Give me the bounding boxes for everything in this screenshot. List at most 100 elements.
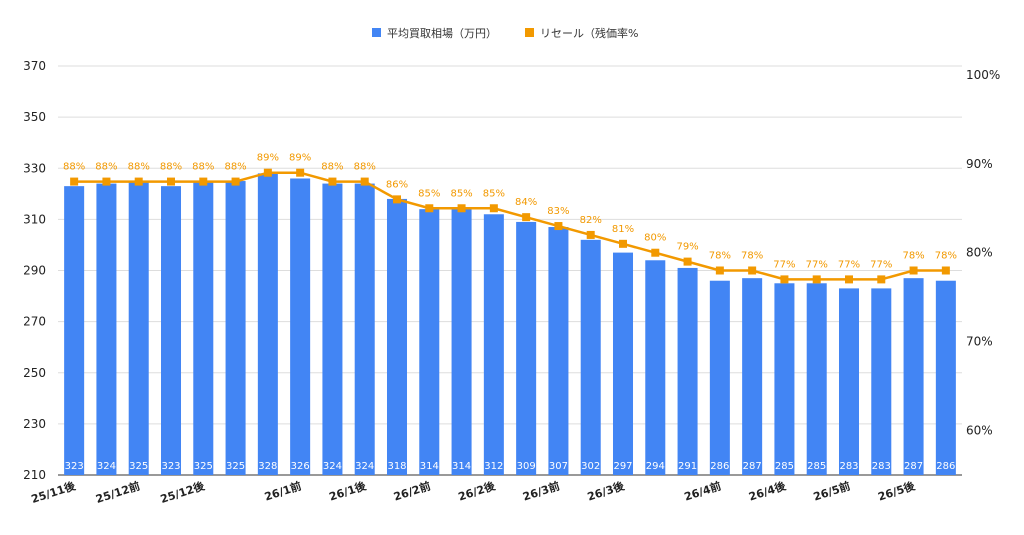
line-point <box>522 213 531 222</box>
line-point <box>231 177 240 186</box>
y-right-tick-label: 70% <box>966 335 993 349</box>
bar-value-label: 326 <box>291 461 310 472</box>
point-value-label: 78% <box>709 251 731 262</box>
bar-value-label: 302 <box>581 461 600 472</box>
bar <box>516 221 537 475</box>
bar-value-label: 283 <box>839 461 858 472</box>
line-point <box>70 177 79 186</box>
y-left-tick-label: 230 <box>23 417 46 431</box>
bar-value-label: 323 <box>161 461 180 472</box>
point-value-label: 79% <box>676 242 698 253</box>
bar <box>548 227 569 475</box>
bar <box>290 178 311 475</box>
line-point <box>941 266 950 275</box>
y-left-tick-label: 270 <box>23 315 46 329</box>
bar-value-label: 324 <box>323 461 342 472</box>
point-value-label: 88% <box>354 162 376 173</box>
bar-value-label: 324 <box>97 461 116 472</box>
bar <box>903 278 924 475</box>
y-left-tick-label: 350 <box>23 110 46 124</box>
point-value-label: 88% <box>128 162 150 173</box>
bar <box>935 280 956 475</box>
bar <box>871 288 892 475</box>
bar <box>774 283 795 475</box>
y-right-tick-label: 100% <box>966 68 1000 82</box>
bar <box>128 181 149 475</box>
bar-value-label: 325 <box>226 461 245 472</box>
x-tick-label: 25/12後 <box>158 478 207 506</box>
bar-value-label: 324 <box>355 461 374 472</box>
y-left-tick-label: 330 <box>23 161 46 175</box>
line-point <box>360 177 369 186</box>
point-value-label: 80% <box>644 233 666 244</box>
x-tick-label: 26/4後 <box>747 478 788 503</box>
bar <box>709 280 730 475</box>
bar <box>838 288 860 475</box>
bar-value-label: 318 <box>387 461 406 472</box>
line-point <box>845 275 853 284</box>
y-right-tick-label: 60% <box>966 424 993 438</box>
y-left-tick-label: 310 <box>23 212 46 226</box>
bar <box>483 214 504 475</box>
point-value-label: 77% <box>773 259 795 270</box>
line-point <box>877 275 886 284</box>
point-value-label: 82% <box>580 215 602 226</box>
point-value-label: 85% <box>450 188 472 199</box>
bar-series: 323 324 325 323 325 325 328 326 324 324 318 314 314 3… <box>64 173 956 476</box>
bar <box>451 209 472 475</box>
x-tick-label: 26/5前 <box>811 479 851 504</box>
point-value-label: 86% <box>386 179 408 190</box>
bar <box>580 239 601 475</box>
x-tick-label: 26/3前 <box>521 479 561 504</box>
legend-label-bars[interactable]: 平均買取相場（万円） <box>387 27 497 40</box>
point-value-label: 77% <box>870 259 892 270</box>
bar <box>96 183 117 475</box>
point-value-label: 88% <box>95 162 117 173</box>
x-tick-label: 25/12前 <box>94 479 142 506</box>
point-value-label: 83% <box>547 206 569 217</box>
bar-value-label: 314 <box>452 461 471 472</box>
bar-value-label: 323 <box>65 461 84 472</box>
line-point <box>909 266 918 275</box>
point-value-label: 88% <box>224 162 246 173</box>
bar-value-label: 307 <box>549 461 568 472</box>
line-point <box>780 275 789 284</box>
y-left-tick-label: 290 <box>23 264 46 278</box>
bar <box>160 186 182 476</box>
legend-label-line[interactable]: リセール（残価率% <box>540 26 638 40</box>
line-point <box>167 177 175 186</box>
line-series: 88% 88% 88% 88% 88% 88% 89% 89% 88% 88% 86% 85% 85% 8… <box>63 153 957 284</box>
point-value-label: 77% <box>838 259 860 270</box>
bar <box>257 173 278 476</box>
line-point <box>489 204 498 213</box>
bar <box>225 181 246 475</box>
legend-swatch-line[interactable] <box>525 28 534 37</box>
legend[interactable]: 平均買取相場（万円） リセール（残価率% <box>372 26 638 40</box>
point-value-label: 84% <box>515 197 537 208</box>
line-point <box>425 204 434 213</box>
bar <box>193 181 214 475</box>
bar <box>806 283 827 475</box>
line-point <box>296 168 305 177</box>
legend-swatch-bars[interactable] <box>372 28 381 37</box>
point-value-label: 85% <box>418 188 440 199</box>
bar-value-label: 309 <box>517 461 536 472</box>
bar-value-label: 291 <box>678 461 697 472</box>
line-point <box>748 266 757 275</box>
bar-value-label: 312 <box>484 461 503 472</box>
bar-value-label: 286 <box>710 461 729 472</box>
bar-value-label: 285 <box>775 461 794 472</box>
bar <box>612 252 634 475</box>
bar-value-label: 297 <box>613 461 632 472</box>
y-left-tick-label: 250 <box>23 366 46 380</box>
bar-value-label: 283 <box>872 461 891 472</box>
point-value-label: 88% <box>192 162 214 173</box>
bar <box>354 183 375 475</box>
bar-value-label: 285 <box>807 461 826 472</box>
bar <box>742 278 763 475</box>
point-value-label: 81% <box>612 224 634 235</box>
bar <box>419 209 440 475</box>
line-point <box>102 177 111 186</box>
line-point <box>683 257 692 266</box>
